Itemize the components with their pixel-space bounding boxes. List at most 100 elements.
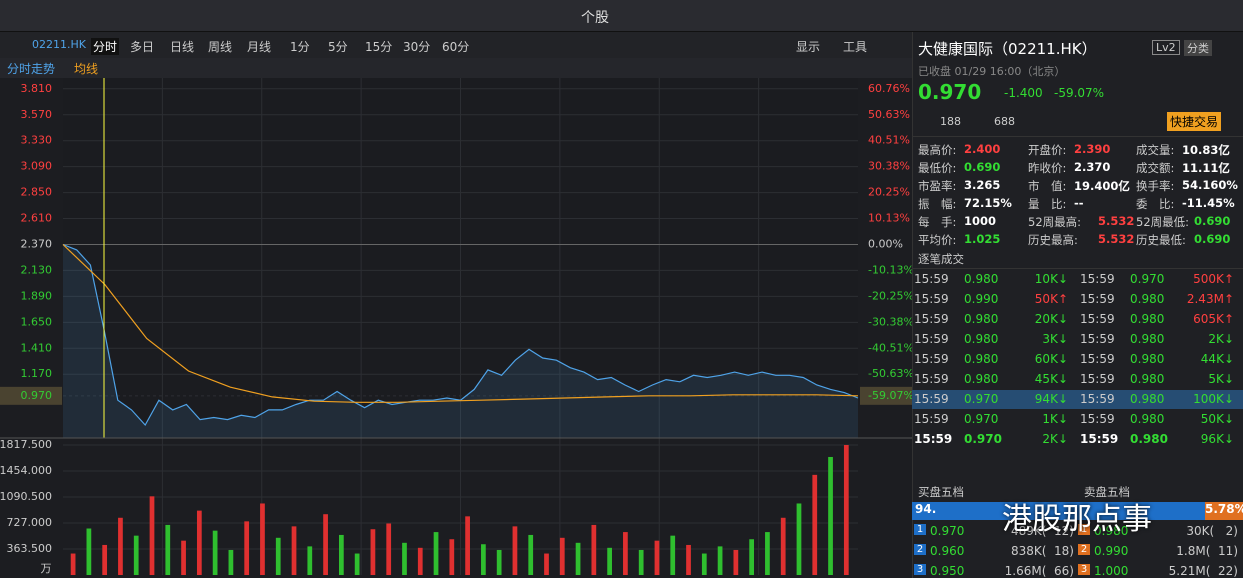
stat-value: 54.160% bbox=[1182, 178, 1238, 192]
trade-time: 15:59 bbox=[1080, 352, 1115, 366]
stat-key: 52周最低: bbox=[1136, 215, 1190, 229]
volume-bar bbox=[591, 524, 597, 575]
volume-bar bbox=[291, 526, 297, 575]
stat-key: 平均价: bbox=[918, 233, 957, 247]
tab[interactable]: 周线 bbox=[208, 40, 233, 54]
tab[interactable]: 分时 bbox=[91, 38, 120, 55]
level: 1 bbox=[1078, 524, 1090, 535]
pct-tick-label: 10.13% bbox=[868, 212, 910, 225]
y-tick-label: 2.130 bbox=[21, 263, 53, 276]
pct-tick-label: -59.07% bbox=[868, 389, 912, 402]
trade-volume: 50K↑ bbox=[1034, 292, 1068, 306]
trade-time: 15:59 bbox=[914, 412, 949, 426]
stat-key: 量 比: bbox=[1028, 197, 1067, 211]
volume-bar bbox=[86, 528, 92, 575]
row-highlight bbox=[912, 390, 1243, 409]
title-bar bbox=[0, 0, 1243, 32]
pct-highlight bbox=[860, 386, 912, 405]
sep bbox=[912, 268, 1243, 269]
quick-trade[interactable]: 快捷交易 bbox=[1167, 112, 1222, 131]
volume-bar bbox=[228, 549, 234, 575]
volume-bar bbox=[465, 516, 470, 575]
stat-key: 历史最低: bbox=[1136, 233, 1186, 247]
trade-time: 15:59 bbox=[914, 312, 949, 326]
stat-key: 市盈率: bbox=[918, 179, 957, 193]
pct-tick-label: 40.51% bbox=[868, 134, 910, 147]
tab[interactable]: 1分 bbox=[290, 40, 310, 54]
volume-bar bbox=[481, 544, 486, 575]
volume-bar bbox=[102, 544, 108, 575]
book-price: 0.950 bbox=[930, 564, 965, 578]
trade-time: 15:59 bbox=[1080, 272, 1115, 286]
tab[interactable]: 5分 bbox=[328, 40, 348, 54]
y-tick-label: 1.890 bbox=[21, 289, 53, 302]
stat-key: 每 手: bbox=[918, 215, 957, 229]
volume-bar bbox=[118, 517, 123, 575]
stat-key: 成交额: bbox=[1136, 161, 1175, 175]
pct-tick-label: 20.25% bbox=[868, 186, 910, 199]
trade-volume: 94K↓ bbox=[1034, 392, 1068, 406]
last-price: 0.970 bbox=[918, 80, 982, 104]
tab[interactable]: 15分 bbox=[365, 40, 393, 54]
trade-price: 0.970 bbox=[964, 392, 999, 406]
y-tick-label: 3.570 bbox=[21, 108, 53, 121]
tools-menu[interactable]: 工具 bbox=[843, 40, 868, 54]
tab[interactable]: 60分 bbox=[442, 40, 470, 54]
stat-key: 昨收价: bbox=[1028, 161, 1067, 175]
trade-price: 0.990 bbox=[964, 292, 999, 306]
trade-time: 15:59 bbox=[1080, 312, 1115, 326]
y-tick-label: 1.410 bbox=[21, 341, 53, 354]
trade-price: 0.980 bbox=[1130, 312, 1165, 326]
lv2[interactable]: Lv2 bbox=[1152, 40, 1180, 55]
trade-volume: 100K↓ bbox=[1193, 392, 1234, 406]
trade-time: 15:59 bbox=[1080, 332, 1115, 346]
trade-volume: 45K↓ bbox=[1034, 372, 1068, 386]
volume-bar bbox=[402, 542, 407, 575]
book-price: 0.980 bbox=[1094, 524, 1129, 538]
volume-bar bbox=[812, 474, 818, 575]
volume-bar bbox=[623, 532, 628, 575]
trade-time: 15:59 bbox=[914, 352, 949, 366]
volume-bar bbox=[433, 532, 439, 575]
volume-bar bbox=[275, 537, 281, 575]
volume-tick-label: 727.000 bbox=[7, 516, 53, 529]
trade-time: 15:59 bbox=[1080, 372, 1115, 386]
stat-value: 11.11亿 bbox=[1182, 161, 1230, 175]
level: 2 bbox=[914, 544, 926, 555]
stat-key: 换手率: bbox=[1136, 179, 1175, 193]
volume-bar bbox=[670, 535, 676, 575]
trade-price: 0.980 bbox=[1130, 292, 1165, 306]
y-tick-label: 3.810 bbox=[21, 82, 53, 95]
trade-price: 0.980 bbox=[1130, 332, 1165, 346]
stat-value: 2.370 bbox=[1074, 160, 1111, 174]
book-qty: 1.66M( 66) bbox=[1004, 564, 1074, 578]
trade-price: 0.980 bbox=[1130, 352, 1165, 366]
pct-tick-label: -20.25% bbox=[868, 289, 912, 302]
tab[interactable]: 日线 bbox=[170, 40, 195, 54]
book-qty: 489K( 12) bbox=[1010, 524, 1074, 538]
volume-bar bbox=[828, 456, 833, 575]
stat-value: -- bbox=[1074, 196, 1084, 210]
y-tick-label: 1.170 bbox=[21, 367, 53, 380]
trade-volume: 60K↓ bbox=[1034, 352, 1068, 366]
tab[interactable]: 月线 bbox=[247, 40, 272, 54]
stat-value: 0.690 bbox=[1194, 232, 1231, 246]
category[interactable]: 分类 bbox=[1184, 40, 1212, 56]
stat-value: 10.83亿 bbox=[1182, 143, 1230, 157]
volume-bar bbox=[512, 526, 518, 575]
volume-bar bbox=[307, 546, 313, 575]
trade-volume: 10K↓ bbox=[1034, 272, 1068, 286]
volume-bar bbox=[181, 540, 186, 575]
volume-bar bbox=[149, 496, 155, 575]
volume-bar bbox=[386, 523, 392, 575]
ask-title: 卖盘五档 bbox=[1084, 485, 1130, 499]
tab[interactable]: 30分 bbox=[403, 40, 431, 54]
tab[interactable]: 多日 bbox=[130, 40, 155, 54]
trade-volume: 3K↓ bbox=[1042, 332, 1068, 346]
volume-bar bbox=[212, 530, 218, 575]
volume-bar bbox=[417, 547, 423, 575]
y-tick-label: 1.650 bbox=[21, 315, 53, 328]
display-menu[interactable]: 显示 bbox=[796, 40, 821, 54]
volume-bar bbox=[717, 546, 723, 575]
trade-volume: 605K↑ bbox=[1193, 312, 1234, 326]
